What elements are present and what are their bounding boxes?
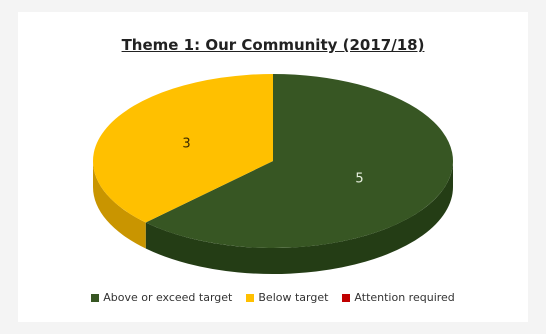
pie-side-above-or-exceed-target	[145, 161, 454, 274]
chart-title: Theme 1: Our Community (2017/18)	[121, 36, 425, 54]
legend-swatch-attention-required	[342, 293, 351, 302]
data-label-above-or-exceed-target: 5	[355, 171, 363, 186]
legend-swatch-below-target	[246, 293, 255, 302]
legend: Above or exceed target Below target Atte…	[18, 291, 528, 304]
legend-label-below-target: Below target	[258, 291, 329, 304]
pie-side-below-target	[93, 161, 146, 249]
legend-swatch-above-target	[91, 293, 100, 302]
legend-item-attention-required: Attention required	[342, 291, 455, 304]
pie-slice-above-or-exceed-target	[145, 74, 454, 249]
legend-item-above-target: Above or exceed target	[91, 291, 232, 304]
pie-slice-below-target	[93, 74, 273, 223]
legend-label-above-target: Above or exceed target	[103, 291, 233, 304]
pie-chart: 53	[93, 74, 454, 274]
legend-item-below-target: Below target	[246, 291, 328, 304]
legend-label-attention-required: Attention required	[354, 291, 455, 304]
data-label-below-target: 3	[182, 137, 190, 152]
